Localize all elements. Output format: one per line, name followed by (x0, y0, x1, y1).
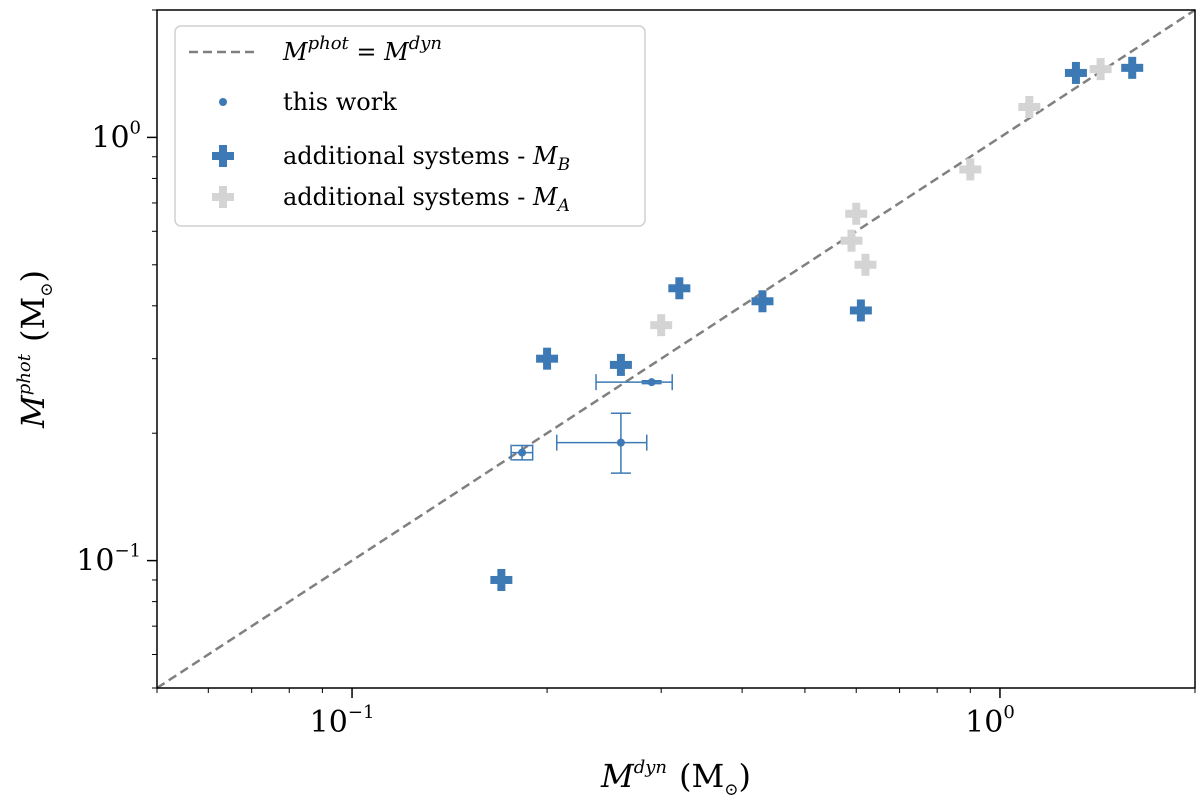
plus-bar-v (497, 568, 506, 591)
svg-text:Mphot(M⊙): Mphot (M⊙) (14, 270, 57, 429)
x-tick-label-base: 10 (310, 705, 348, 740)
series-additional-systems-m-a (650, 58, 1112, 337)
legend-marker-plus-grey (212, 186, 234, 208)
data-point-plus (490, 568, 513, 591)
legend-box (174, 25, 646, 227)
data-point-plus (840, 229, 863, 252)
plus-bar-v (1128, 56, 1137, 79)
plus-bar-v (616, 353, 625, 376)
data-point-errorbar (556, 412, 648, 474)
y-tick-label-base: 10 (76, 544, 114, 579)
x-tick-label-exp: 0 (1003, 702, 1014, 723)
reference-line-one-to-one (156, 8, 1196, 690)
plus-bar-v (852, 202, 861, 225)
plus-bar-v (657, 314, 666, 337)
legend-marker-dot (219, 98, 227, 106)
legend-entry-0: Mphot = Mdyn (282, 33, 442, 66)
plus-bar-v (861, 253, 870, 276)
legend-entry-3-sub: A (556, 196, 570, 216)
legend-entry-0-sup: phot (308, 33, 350, 54)
data-point-plus (1121, 56, 1144, 79)
plus-bar-v (543, 347, 552, 370)
x-axis-label-sup: dyn (634, 757, 667, 778)
plus-bar-v (1096, 58, 1105, 81)
svg-text:Mdyn(M⊙): Mdyn (M⊙) (600, 757, 751, 800)
data-point-dot (647, 378, 656, 387)
legend-entry-2-sub: B (557, 155, 571, 175)
x-tick-label-base: 10 (965, 705, 1003, 740)
data-point-plus (959, 158, 982, 181)
data-point-plus (1018, 95, 1041, 118)
legend-entry-2: additional systems - MB (283, 142, 570, 175)
y-tick-label: 10−1 (76, 541, 141, 579)
plus-bar-v (675, 277, 684, 300)
y-axis-label-unit: (M (14, 297, 52, 342)
data-point-errorbar (510, 444, 534, 461)
data-point-plus (536, 347, 559, 370)
legend-entry-0-base: M (282, 38, 309, 66)
y-tick-label-exp: 0 (130, 117, 141, 138)
series-additional-systems-m-b (490, 56, 1144, 591)
plot-frame (156, 9, 1196, 689)
y-tick-label-base: 10 (91, 120, 129, 155)
data-point-errorbar (595, 374, 673, 391)
plus-bar-v (847, 229, 856, 252)
y-axis-label-unit-sub: ⊙ (37, 283, 57, 297)
data-point-plus (650, 314, 673, 337)
x-tick-label: 100 (965, 702, 1015, 740)
y-tick-label-exp: −1 (114, 541, 141, 562)
x-tick-label-exp: −1 (348, 702, 375, 723)
legend-entry-3-sym: M (532, 183, 559, 211)
plus-bar-v (1071, 61, 1080, 84)
data-point-dot (616, 438, 625, 447)
x-axis-label-unit: (M (679, 757, 724, 795)
x-axis-label-unit-sub: ⊙ (724, 780, 738, 800)
data-point-plus (845, 202, 868, 225)
legend-entry-0-sup2: dyn (409, 33, 442, 54)
legend-entry-1: this work (283, 88, 397, 116)
x-axis-label: Mdyn (M⊙) (600, 757, 751, 800)
data-point-plus (751, 290, 774, 313)
legend-entry-3: additional systems - MA (283, 183, 570, 216)
y-axis-label-base: M (14, 394, 52, 429)
x-axis-label-unit-close: ) (739, 757, 751, 795)
legend: Mphot = Mdyn this work additional system… (174, 25, 646, 227)
legend-entry-2-sym: M (532, 142, 559, 170)
legend-marker-plus-blue (212, 145, 234, 167)
data-point-plus (1089, 58, 1112, 81)
plus-bar-v (1025, 95, 1034, 118)
y-axis-label-sup: phot (14, 353, 35, 395)
legend-entry-3-text: additional systems - (283, 183, 533, 211)
series-this-work (510, 374, 673, 474)
data-point-plus (849, 299, 872, 322)
data-point-plus (609, 353, 632, 376)
legend-entry-2-text: additional systems - (283, 142, 533, 170)
legend-entry-0-mid: = M (349, 38, 410, 66)
y-axis-label: Mphot (M⊙) (14, 270, 57, 429)
x-axis-label-base: M (600, 757, 635, 795)
plus-bar-v (856, 299, 865, 322)
data-point-plus (1064, 61, 1087, 84)
axis-ticks (147, 9, 1196, 698)
x-tick-label: 10−1 (310, 702, 375, 740)
y-tick-label: 100 (91, 117, 141, 155)
data-point-plus (668, 277, 691, 300)
plus-bar-v (966, 158, 975, 181)
plus-bar-v (758, 290, 767, 313)
data-point-plus (854, 253, 877, 276)
y-axis-label-unit-close: ) (14, 270, 52, 282)
data-point-dot (518, 448, 527, 457)
